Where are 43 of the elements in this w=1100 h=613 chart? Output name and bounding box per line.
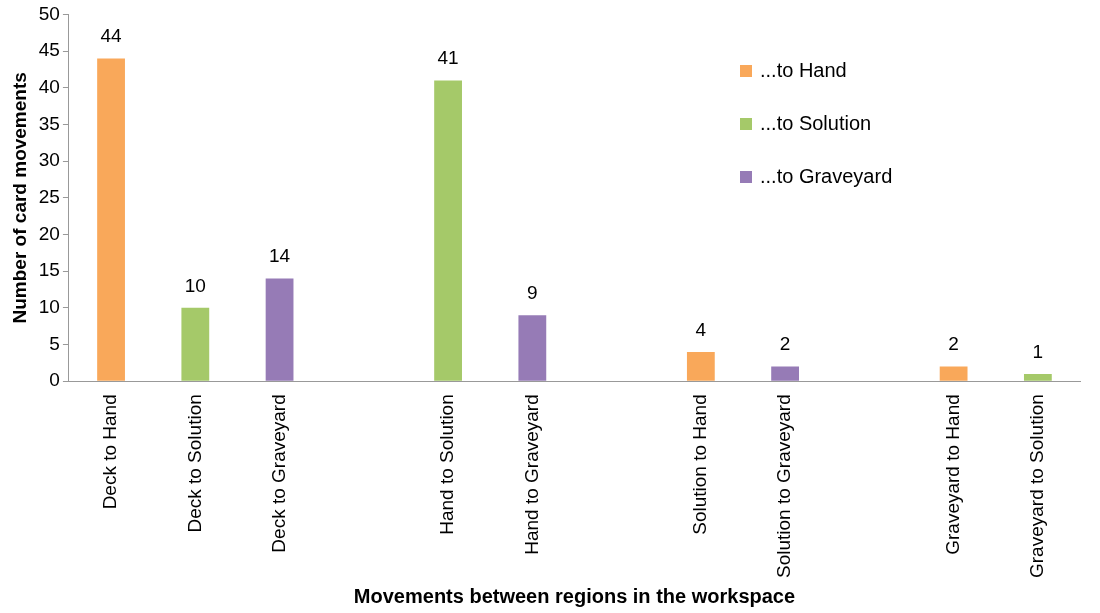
y-tick-label: 20	[38, 222, 60, 244]
legend-label: ...to Solution	[760, 112, 872, 136]
bar	[518, 315, 547, 381]
data-label: 4	[695, 318, 707, 340]
y-tick-label: 30	[38, 149, 60, 171]
x-tick-label: Deck to Graveyard	[267, 394, 289, 553]
x-tick-label: Hand to Graveyard	[520, 394, 542, 555]
bar	[181, 307, 210, 381]
data-label: 2	[948, 333, 959, 355]
x-tick-label: Deck to Solution	[183, 394, 205, 533]
x-axis-title: Movements between regions in the workspace	[353, 584, 796, 607]
bar	[939, 366, 968, 381]
data-label: 2	[779, 333, 791, 355]
bar	[97, 58, 125, 381]
data-label: 14	[269, 245, 291, 267]
bar	[434, 80, 462, 381]
y-tick-label: 35	[38, 112, 60, 134]
x-tick-label: Graveyard to Solution	[1026, 394, 1048, 578]
x-tick-label: Solution to Graveyard	[773, 394, 795, 578]
y-tick-label: 10	[38, 296, 60, 318]
bar	[686, 351, 715, 381]
x-tick-label: Solution to Hand	[689, 394, 711, 535]
data-label: 44	[100, 25, 123, 47]
data-label: 41	[437, 47, 459, 69]
y-tick-label: 40	[38, 76, 60, 97]
y-tick-label: 25	[38, 186, 60, 208]
y-tick-label: 0	[49, 369, 60, 391]
y-tick-label: 50	[38, 2, 60, 24]
legend-label: ...to Graveyard	[760, 165, 893, 189]
x-tick-label: Deck to Hand	[99, 394, 121, 510]
data-label: 9	[527, 281, 538, 303]
legend-label: ...to Hand	[760, 59, 847, 83]
data-label: 10	[184, 274, 206, 296]
bar	[771, 366, 800, 381]
bar	[1023, 373, 1052, 381]
x-tick-label: Graveyard to Hand	[941, 394, 963, 555]
bar	[265, 278, 294, 381]
y-tick-label: 15	[38, 259, 60, 281]
y-axis-title: Number of card movements	[8, 72, 30, 324]
x-tick-label: Hand to Solution	[436, 394, 458, 535]
y-tick-label: 5	[49, 332, 60, 354]
data-label: 1	[1032, 340, 1044, 362]
y-tick-label: 45	[38, 39, 60, 61]
